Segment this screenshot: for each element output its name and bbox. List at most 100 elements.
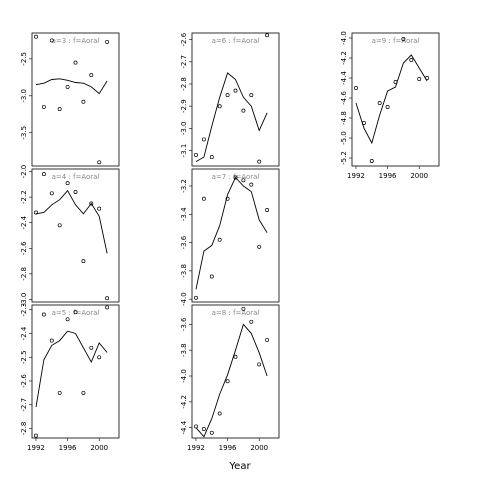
data-point — [194, 295, 198, 300]
panel-1: a=3 : f=Aoral -2.5 -3.0 -3.5 — [20, 32, 120, 167]
x-tick-label: 1992 — [27, 444, 45, 452]
y-tick-label: -4.2 — [340, 51, 348, 65]
y-tick-label: -2.6 — [20, 241, 28, 255]
y-tick-label: -2.6 — [180, 32, 188, 46]
panel-7: a=9 : f=Aoral -4.0 -4.2 -4.4 -4.6 -4.8 -5.0 -5.… — [340, 31, 440, 180]
y-tick-label: -2.7 — [20, 398, 28, 412]
data-point — [249, 93, 254, 98]
y-tick-label: -3.8 — [180, 264, 188, 278]
data-point — [201, 427, 206, 431]
data-point — [41, 312, 46, 317]
data-point — [265, 33, 270, 38]
panel-frame — [191, 32, 280, 167]
fit-line — [195, 323, 268, 438]
y-tick-label: -4.8 — [340, 111, 348, 125]
data-point — [97, 206, 102, 211]
data-point — [393, 80, 398, 84]
y-tick-label: -3.8 — [180, 343, 188, 357]
fit-line — [35, 330, 108, 408]
data-point — [57, 223, 62, 228]
panel-frame — [31, 304, 120, 439]
data-point — [97, 355, 102, 360]
x-tick-label: 2000 — [410, 172, 428, 180]
y-tick-label: -2.4 — [20, 326, 28, 340]
data-point — [225, 379, 230, 384]
data-point — [73, 60, 78, 65]
data-point — [65, 84, 70, 89]
data-point — [257, 362, 262, 367]
data-point — [201, 196, 206, 201]
y-tick-label: -4.0 — [340, 31, 348, 45]
y-tick-label: -4.6 — [340, 91, 348, 105]
data-point — [97, 160, 102, 165]
data-point — [377, 101, 382, 105]
panel-layer: a=3 : f=Aoral -2.5 -3.0 -3.5 a=4 : f=Aoral -2… — [20, 31, 440, 452]
y-tick-label: -2.8 — [20, 267, 28, 281]
data-point — [369, 159, 374, 163]
data-point — [89, 345, 94, 350]
panel-6: a=8 : f=Aoral -3.6 -3.8 -4.0 -4.2 -4.4 1992 199… — [180, 304, 280, 452]
x-tick-label: 1996 — [219, 444, 237, 452]
panel-frame — [191, 304, 280, 439]
x-tick-label: 2000 — [90, 444, 108, 452]
data-point — [417, 77, 422, 81]
data-point — [73, 190, 78, 194]
data-point — [57, 390, 62, 395]
data-point — [241, 108, 246, 113]
panel-label: a=9 : f=Aoral — [372, 37, 420, 45]
panel-label: a=5 : f=Aoral — [52, 309, 100, 317]
data-point — [217, 104, 222, 109]
data-point — [49, 338, 54, 343]
y-tick-label: -2.8 — [180, 77, 188, 91]
data-point — [217, 237, 222, 242]
fit-line — [355, 54, 428, 145]
panel-frame — [191, 168, 280, 303]
data-point — [105, 296, 110, 301]
data-point — [425, 76, 430, 80]
fit-line — [35, 189, 108, 254]
data-point — [233, 354, 238, 359]
y-tick-label: -3.0 — [20, 293, 28, 307]
y-tick-label: -5.2 — [340, 151, 348, 165]
panel-label: a=4 : f=Aoral — [52, 173, 100, 181]
data-point — [209, 274, 214, 279]
y-tick-label: -2.9 — [180, 99, 188, 113]
panel-label: a=8 : f=Aoral — [212, 309, 260, 317]
y-tick-label: -4.4 — [180, 420, 188, 434]
data-point — [89, 201, 94, 206]
data-point — [49, 38, 54, 43]
y-tick-label: -3.6 — [180, 317, 188, 331]
fit-line — [195, 176, 268, 290]
data-point — [401, 37, 406, 41]
data-point — [49, 191, 54, 196]
y-tick-label: -3.0 — [180, 121, 188, 135]
y-tick-label: -2.5 — [20, 350, 28, 364]
panel-frame — [31, 168, 120, 303]
data-point — [225, 93, 230, 98]
y-tick-label: -3.2 — [180, 179, 188, 193]
fit-line — [35, 78, 108, 95]
data-point — [257, 159, 262, 164]
data-point — [265, 208, 270, 212]
data-point — [65, 181, 70, 186]
y-tick-label: -4.2 — [180, 395, 188, 409]
y-tick-label: -2.8 — [20, 422, 28, 436]
data-point — [81, 259, 86, 264]
fit-line — [195, 72, 268, 162]
panel-frame — [31, 32, 120, 167]
x-axis-title: Year — [228, 461, 251, 472]
data-point — [241, 178, 246, 183]
data-point — [225, 196, 230, 201]
data-point — [249, 319, 254, 324]
data-point — [233, 175, 238, 180]
y-tick-label: -3.6 — [180, 235, 188, 249]
panel-2: a=4 : f=Aoral -2.0 -2.2 -2.4 -2.6 -2.8 -3.0 — [20, 165, 120, 307]
y-tick-label: -3.0 — [20, 89, 28, 103]
data-point — [201, 137, 206, 142]
data-point — [81, 390, 86, 395]
data-point — [385, 105, 390, 109]
panel-3: a=5 : f=Aoral -2.3 -2.4 -2.5 -2.6 -2.7 -2.8 199… — [20, 303, 120, 452]
y-tick-label: -2.6 — [20, 374, 28, 388]
data-point — [81, 99, 86, 104]
